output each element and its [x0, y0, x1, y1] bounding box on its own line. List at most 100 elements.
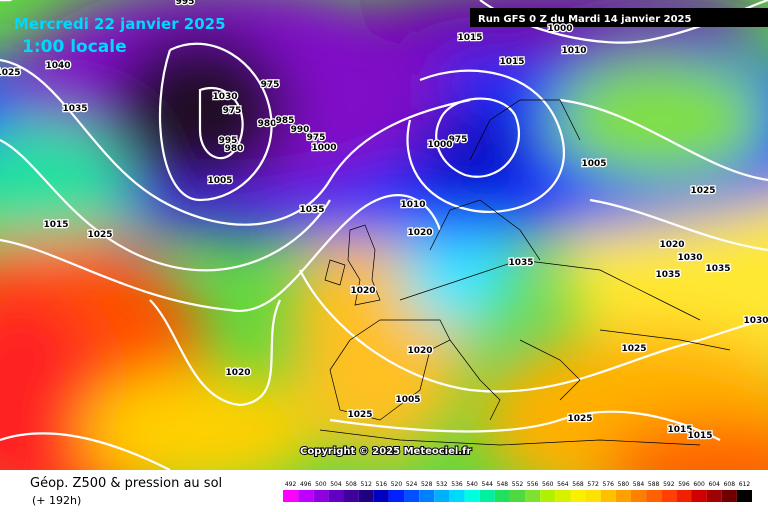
isobar-label: 1005 [581, 159, 606, 169]
colorbar-label: 552 [512, 481, 524, 488]
colorbar-label: 532 [436, 481, 448, 488]
colorbar: 492 496 500 504 508 512 516 520 524 528 532 536 540 5… [283, 481, 752, 502]
colorbar-swatch [434, 490, 450, 502]
isobar-label: 1015 [687, 431, 712, 441]
colorbar-swatch [373, 490, 389, 502]
colorbar-swatch [419, 490, 435, 502]
colorbar-swatch [600, 490, 616, 502]
colorbar-label: 520 [391, 481, 403, 488]
colorbar-swatch [343, 490, 359, 502]
isobar-label: 1035 [508, 258, 533, 268]
isobar-label: 980 [225, 144, 244, 154]
isobar-label: 1010 [561, 46, 586, 56]
colorbar-swatch [525, 490, 541, 502]
colorbar-swatch [283, 490, 299, 502]
colorbar-label: 608 [724, 481, 736, 488]
isobar-label: 1020 [659, 240, 684, 250]
isobar-labels: 9951015100010101015102510401035103097597… [0, 0, 768, 442]
colorbar-label: 496 [300, 481, 312, 488]
colorbar-label: 528 [421, 481, 433, 488]
colorbar-swatch [570, 490, 586, 502]
colorbar-swatch [661, 490, 677, 502]
isobar-label: 990 [291, 125, 310, 135]
isobar-label: 1025 [0, 68, 21, 78]
colorbar-swatch [630, 490, 647, 502]
isobar-label: 1000 [311, 143, 336, 153]
colorbar-swatch [509, 490, 526, 502]
isobar-label: 975 [261, 80, 280, 90]
isobar-label: 975 [307, 133, 326, 143]
colorbar-label: 612 [739, 481, 751, 488]
isobar-label: 1015 [0, 0, 13, 3]
isobar-label: 1020 [225, 368, 250, 378]
isobar-label: 1035 [705, 264, 730, 274]
colorbar-label: 492 [285, 481, 297, 488]
colorbar-label: 524 [406, 481, 418, 488]
isobar-label: 1015 [457, 33, 482, 43]
isobar-label: 975 [223, 106, 242, 116]
colorbar-swatch [449, 490, 465, 502]
colorbar-label: 580 [618, 481, 630, 488]
colorbar-label: 588 [648, 481, 660, 488]
isobar-label: 1025 [87, 230, 112, 240]
isobar-label: 1035 [299, 205, 324, 215]
isobar-label: 1010 [400, 200, 425, 210]
colorbar-label: 536 [451, 481, 463, 488]
colorbar-swatch [388, 490, 405, 502]
isobar-label: 1020 [407, 228, 432, 238]
colorbar-label: 516 [376, 481, 388, 488]
colorbar-swatch [615, 490, 631, 502]
isobar-label: 1015 [499, 57, 524, 67]
colorbar-swatch [464, 490, 480, 502]
colorbar-label: 540 [466, 481, 478, 488]
colorbar-label: 600 [693, 481, 705, 488]
colorbar-swatch [328, 490, 344, 502]
forecast-lead: (+ 192h) [32, 494, 81, 507]
isobar-label: 1000 [427, 140, 452, 150]
isobar-label: 995 [219, 136, 238, 146]
colorbar-swatch [313, 490, 329, 502]
colorbar-label: 500 [315, 481, 327, 488]
colorbar-swatch [479, 490, 495, 502]
valid-date: Mercredi 22 janvier 2025 [14, 15, 226, 33]
colorbar-swatch [691, 490, 707, 502]
colorbar-label: 544 [482, 481, 494, 488]
isobar-label: 1000 [547, 24, 572, 34]
isobar-label: 975 [449, 135, 468, 145]
colorbar-swatch [404, 490, 420, 502]
coastlines [319, 99, 731, 446]
run-label: Run GFS 0 Z du Mardi 14 janvier 2025 [478, 14, 691, 25]
colorbar-label: 504 [330, 481, 342, 488]
colorbar-swatch [706, 490, 722, 502]
isobar-label: 1005 [395, 395, 420, 405]
isobar-label: 1030 [212, 92, 237, 102]
colorbar-label: 604 [708, 481, 720, 488]
isobar-label: 1025 [567, 414, 592, 424]
isobar-label: 985 [276, 116, 295, 126]
colorbar-label: 508 [345, 481, 357, 488]
colorbar-label: 572 [587, 481, 599, 488]
isobar-label: 1030 [677, 253, 702, 263]
colorbar-swatch [585, 490, 601, 502]
copyright: Copyright © 2025 Meteociel.fr [300, 446, 471, 457]
colorbar-swatch [540, 490, 556, 502]
colorbar-label: 548 [497, 481, 509, 488]
isobar-label: 1020 [350, 286, 375, 296]
isobar-label: 1015 [43, 220, 68, 230]
colorbar-swatch [358, 490, 374, 502]
isobar-label: 1005 [207, 176, 232, 186]
isobar-label: 1035 [655, 270, 680, 280]
isobar-label: 980 [258, 119, 277, 129]
isobar-label: 1040 [45, 61, 70, 71]
colorbar-label: 556 [527, 481, 539, 488]
run-banner [470, 8, 768, 27]
colorbar-label: 584 [633, 481, 645, 488]
isobar-label: 1020 [407, 346, 432, 356]
isobar-lines [0, 0, 768, 470]
colorbar-swatch [555, 490, 571, 502]
colorbar-swatch [676, 490, 692, 502]
colorbar-swatch [646, 490, 662, 502]
colorbar-swatch [494, 490, 510, 502]
isobar-label: 995 [176, 0, 195, 7]
